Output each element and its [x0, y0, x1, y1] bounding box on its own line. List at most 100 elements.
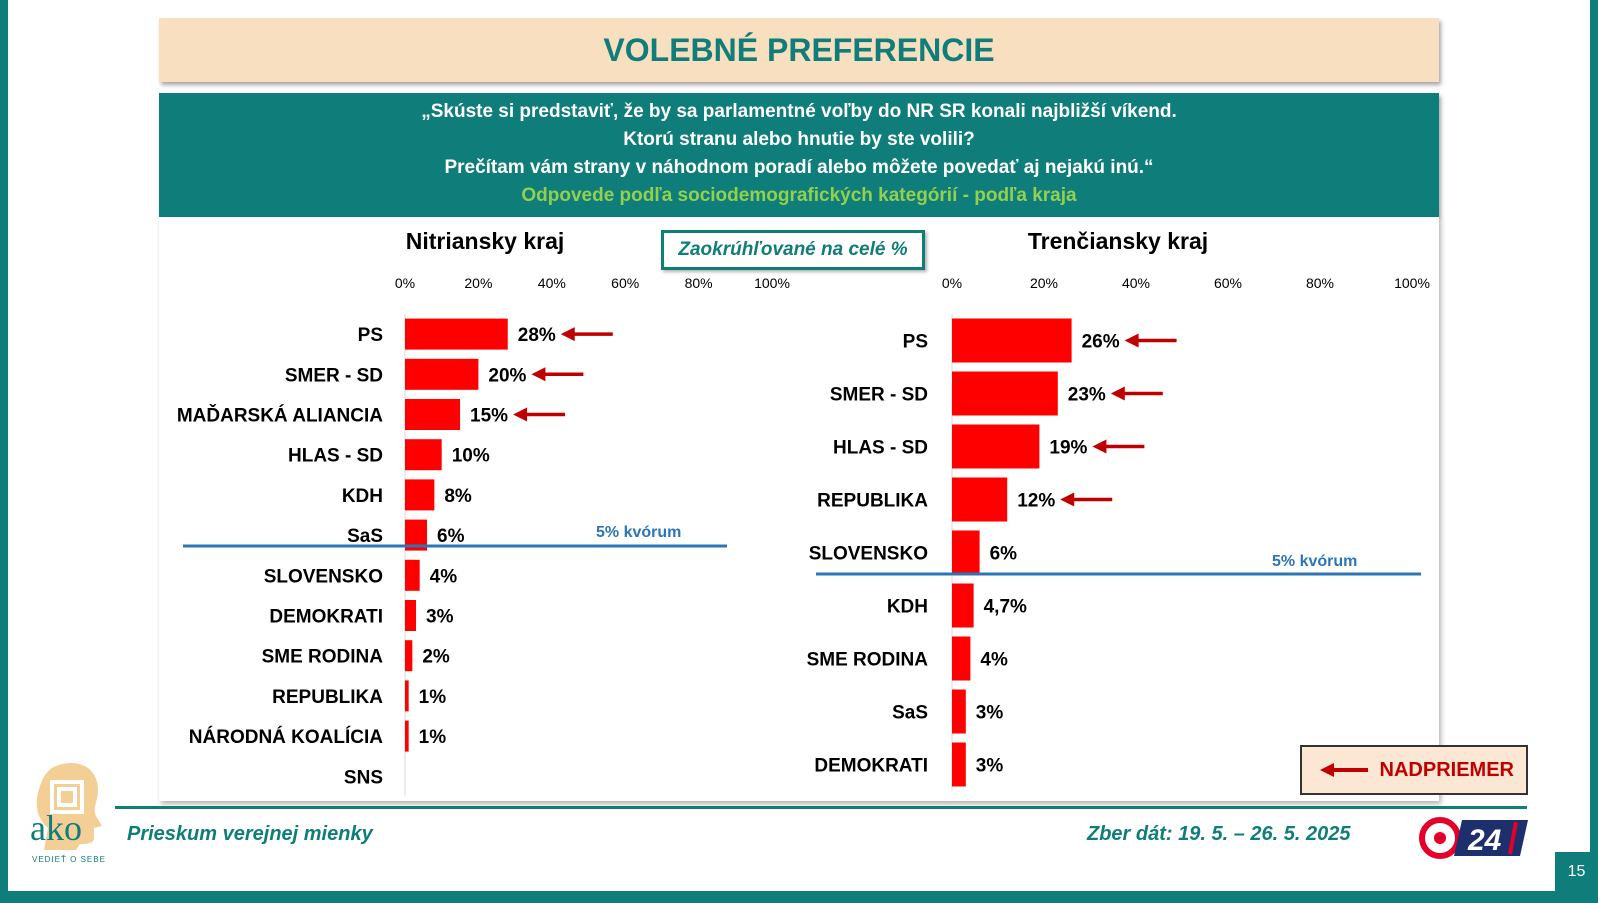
frame-left-border: [0, 0, 8, 903]
title-banner: VOLEBNÉ PREFERENCIE: [159, 18, 1439, 82]
trencin-bar: [952, 742, 966, 787]
trencin-arrow-head: [1110, 386, 1125, 401]
trencin-bar: [952, 477, 1008, 522]
trencin-value-label: 4,7%: [984, 597, 1027, 618]
trencin-tick-label: 100%: [1394, 275, 1430, 291]
nitra-value-label: 10%: [452, 446, 490, 467]
question-line-1: „Skúste si predstaviť, že by sa parlamen…: [421, 101, 1177, 122]
nitra-category-label: NÁRODNÁ KOALÍCIA: [189, 726, 383, 748]
trencin-category-label: SMER - SD: [830, 385, 928, 406]
nitra-bar: [405, 439, 442, 471]
nitra-tick-label: 40%: [538, 275, 566, 291]
trencin-category-label: KDH: [887, 597, 928, 618]
trencin-value-label: 19%: [1049, 438, 1087, 459]
trencin-category-label: SaS: [892, 703, 928, 724]
trencin-chart-title: Trenčiansky kraj: [1028, 228, 1208, 254]
nitra-category-label: REPUBLIKA: [272, 687, 383, 708]
nitra-tick-label: 0%: [395, 275, 415, 291]
ako-logo: ako VEDIEŤ O SEBE: [30, 763, 106, 864]
trencin-tick-label: 80%: [1306, 275, 1334, 291]
trencin-value-label: 12%: [1017, 491, 1055, 512]
trencin-bar: [952, 689, 966, 734]
trencin-bar: [952, 424, 1040, 469]
nitra-bar: [405, 399, 461, 430]
nitra-value-label: 4%: [430, 566, 458, 587]
nitra-value-label: 15%: [470, 406, 508, 427]
page-title: VOLEBNÉ PREFERENCIE: [603, 31, 995, 68]
frame-bottom-border: [0, 891, 1598, 903]
chart-panel: [159, 217, 1439, 801]
legend-box: NADPRIEMER: [1300, 745, 1528, 795]
trencin-value-label: 3%: [976, 703, 1004, 724]
question-subtitle: Odpovede podľa sociodemografických kateg…: [521, 185, 1077, 206]
nitra-value-label: 6%: [437, 526, 465, 547]
nitra-category-label: MAĎARSKÁ ALIANCIA: [177, 405, 383, 427]
legend-arrow-icon: [1320, 763, 1368, 777]
nitra-arrow-head: [560, 327, 575, 342]
nitra-arrow-head: [513, 407, 528, 422]
tv-24-logo: 24: [1419, 817, 1528, 859]
nitra-bar: [405, 559, 420, 591]
nitra-category-label: SaS: [347, 526, 383, 547]
nitra-category-label: SMER - SD: [285, 365, 383, 386]
trencin-bar: [952, 583, 974, 628]
legend-label: NADPRIEMER: [1379, 758, 1514, 781]
trencin-category-label: HLAS - SD: [833, 438, 928, 459]
trencin-arrow-head: [1060, 492, 1075, 507]
trencin-value-label: 23%: [1068, 385, 1106, 406]
nitra-category-label: SLOVENSKO: [264, 566, 383, 587]
nitra-tick-label: 20%: [464, 275, 492, 291]
nitra-bar: [405, 600, 417, 631]
trencin-category-label: DEMOKRATI: [814, 756, 928, 777]
trencin-category-label: PS: [903, 332, 928, 353]
nitra-tick-label: 100%: [754, 275, 790, 291]
nitra-bar: [405, 358, 479, 390]
footer-divider: [115, 806, 1527, 809]
page-number: 15: [1555, 852, 1598, 891]
frame-right-border: [1590, 0, 1598, 903]
nitra-quorum-label: 5% kvórum: [596, 524, 681, 541]
nitra-value-label: 3%: [426, 607, 454, 628]
trencin-arrow-head: [1124, 333, 1139, 348]
trencin-arrow-head: [1092, 439, 1107, 454]
nitra-bar: [405, 479, 435, 511]
trencin-value-label: 26%: [1082, 332, 1120, 353]
nitra-category-label: SME RODINA: [262, 647, 384, 668]
trencin-tick-label: 20%: [1030, 275, 1058, 291]
trencin-quorum-label: 5% kvórum: [1272, 553, 1357, 570]
nitra-tick-label: 80%: [685, 275, 713, 291]
trencin-tick-label: 60%: [1214, 275, 1242, 291]
nitra-category-label: HLAS - SD: [288, 446, 383, 467]
trencin-value-label: 3%: [976, 756, 1004, 777]
nitra-category-label: PS: [358, 325, 383, 346]
ako-logo-text: ako: [30, 808, 82, 848]
trencin-value-label: 4%: [980, 650, 1008, 671]
nitra-value-label: 1%: [419, 687, 447, 708]
trencin-bar: [952, 371, 1058, 416]
footer-survey-label: Prieskum verejnej mienky: [127, 823, 373, 845]
nitra-bar: [405, 720, 409, 752]
nitra-bar: [405, 680, 409, 712]
nitra-value-label: 28%: [518, 325, 556, 346]
footer-date: Zber dát: 19. 5. – 26. 5. 2025: [1087, 823, 1351, 845]
tv-logo-text: 24: [1467, 824, 1502, 857]
question-line-3: Prečítam vám strany v náhodnom poradí al…: [444, 157, 1154, 178]
trencin-category-label: SME RODINA: [807, 650, 929, 671]
nitra-tick-label: 60%: [611, 275, 639, 291]
trencin-tick-label: 40%: [1122, 275, 1150, 291]
trencin-category-label: SLOVENSKO: [809, 544, 928, 565]
trencin-tick-label: 0%: [942, 275, 962, 291]
nitra-category-label: SNS: [344, 767, 383, 788]
nitra-category-label: KDH: [342, 486, 383, 507]
rounding-note: Zaokrúhľované na celé %: [661, 230, 925, 270]
ako-logo-tagline: VEDIEŤ O SEBE: [32, 855, 106, 864]
nitra-category-label: DEMOKRATI: [269, 607, 383, 628]
nitra-value-label: 2%: [422, 647, 450, 668]
nitra-value-label: 8%: [444, 486, 472, 507]
nitra-arrow-head: [531, 367, 546, 382]
question-banner: „Skúste si predstaviť, že by sa parlamen…: [159, 93, 1439, 217]
trencin-value-label: 6%: [990, 544, 1018, 565]
trencin-bar: [952, 318, 1072, 363]
question-line-2: Ktorú stranu alebo hnutie by ste volili?: [623, 129, 975, 150]
